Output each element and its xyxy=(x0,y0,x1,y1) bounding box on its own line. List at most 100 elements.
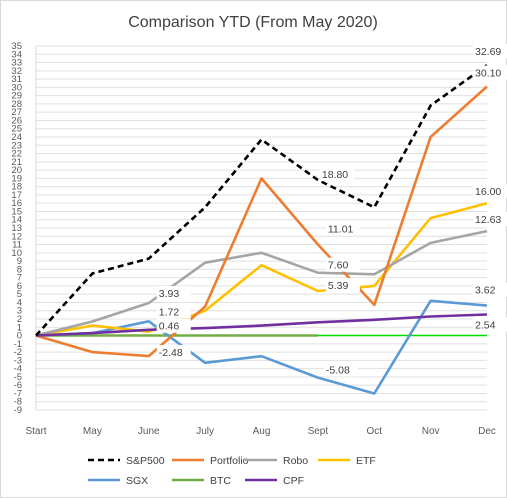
data-label-bg xyxy=(473,317,507,332)
x-tick-label: Start xyxy=(25,426,46,437)
data-label-bg xyxy=(156,318,191,333)
data-label-bg xyxy=(156,286,191,301)
y-tick-label: 2 xyxy=(17,314,22,325)
data-labels: 18.80 32.69 11.01 30.10 -2.48 7.60 12.63 3.93 5.… xyxy=(156,44,507,377)
y-tick-label: 26 xyxy=(11,115,22,126)
chart-title: Comparison YTD (From May 2020) xyxy=(128,14,378,31)
data-label: 3.62 xyxy=(475,285,496,297)
y-tick-label: 17 xyxy=(11,190,22,201)
data-label-bg xyxy=(156,345,191,360)
data-label-bg xyxy=(473,282,507,297)
data-label: 32.69 xyxy=(475,46,501,58)
y-tick-label: 5 xyxy=(17,289,22,300)
y-tick-label: 32 xyxy=(11,66,22,77)
y-tick-label: -3 xyxy=(14,355,22,366)
y-tick-label: 20 xyxy=(11,165,22,176)
legend: S&P500 Portfolio Robo ETF SGX BTC CPF xyxy=(88,455,376,487)
y-tick-label: 21 xyxy=(11,157,22,168)
data-label-bg xyxy=(473,44,507,59)
x-tick-label: July xyxy=(196,426,214,437)
legend-label: S&P500 xyxy=(126,455,165,467)
y-tick-label: 30 xyxy=(11,82,22,93)
x-tick-label: Aug xyxy=(253,426,271,437)
x-tick-label: Sept xyxy=(308,426,329,437)
y-tick-label: 31 xyxy=(11,74,22,85)
y-tick-label: 9 xyxy=(17,256,22,267)
x-tick-label: Dec xyxy=(478,426,496,437)
y-tick-label: 27 xyxy=(11,107,22,118)
y-tick-label: -6 xyxy=(14,380,22,391)
data-label: 2.54 xyxy=(475,320,496,332)
y-tick-label: -8 xyxy=(14,397,22,408)
y-tick-label: 4 xyxy=(17,297,22,308)
y-tick-label: 24 xyxy=(11,132,22,143)
data-label: 5.39 xyxy=(328,280,349,292)
data-label-bg xyxy=(325,257,360,272)
data-label: 3.93 xyxy=(159,288,180,300)
y-tick-label: 15 xyxy=(11,206,22,217)
y-tick-label: 22 xyxy=(11,149,22,160)
data-label: 11.01 xyxy=(328,223,354,235)
data-label-bg xyxy=(325,277,360,292)
y-tick-label: 16 xyxy=(11,198,22,209)
data-label: 30.10 xyxy=(475,68,501,80)
y-tick-label: -9 xyxy=(14,405,22,416)
series-line-cpf xyxy=(35,313,488,337)
series-line-s-p500 xyxy=(35,64,488,337)
series-lines xyxy=(35,64,488,395)
y-tick-label: 19 xyxy=(11,173,22,184)
x-tick-label: Oct xyxy=(366,426,382,437)
series-line-etf xyxy=(35,201,488,337)
gridlines xyxy=(35,45,487,411)
data-label: 1.72 xyxy=(159,306,180,318)
y-tick-label: -2 xyxy=(14,347,22,358)
data-label-bg xyxy=(325,221,360,236)
legend-label: SGX xyxy=(126,475,148,487)
y-tick-label: 13 xyxy=(11,223,22,234)
y-tick-label: 14 xyxy=(11,215,22,226)
y-tick-label: 1 xyxy=(17,322,22,333)
y-tick-label: 23 xyxy=(11,140,22,151)
data-label-bg xyxy=(473,212,507,227)
legend-label: Robo xyxy=(283,455,308,467)
data-label-bg xyxy=(319,167,354,182)
y-tick-label: -4 xyxy=(14,364,22,375)
data-label: 18.80 xyxy=(322,169,348,181)
series-line-portfolio xyxy=(35,85,488,358)
legend-label: ETF xyxy=(356,455,376,467)
y-tick-label: -7 xyxy=(14,388,22,399)
data-label: 7.60 xyxy=(328,260,349,272)
x-tick-label: May xyxy=(83,426,102,437)
y-tick-label: 11 xyxy=(12,240,22,251)
y-tick-label: 7 xyxy=(17,273,22,284)
data-label-bg xyxy=(473,65,507,80)
x-tick-label: June xyxy=(138,426,160,437)
y-tick-label: 29 xyxy=(11,91,22,102)
y-tick-label: 6 xyxy=(17,281,22,292)
legend-label: BTC xyxy=(210,475,231,487)
legend-label: Portfolio xyxy=(210,455,249,467)
y-tick-label: 8 xyxy=(17,264,22,275)
x-axis: Start May June July Aug Sept Oct Nov Dec xyxy=(25,426,495,437)
data-label: 16.00 xyxy=(475,186,501,198)
y-tick-label: -1 xyxy=(14,339,22,350)
y-tick-label: 0 xyxy=(17,331,22,342)
y-tick-label: 18 xyxy=(11,182,22,193)
y-tick-label: 28 xyxy=(11,99,22,110)
y-tick-label: 10 xyxy=(11,248,22,259)
data-label-bg xyxy=(323,362,358,377)
legend-label: CPF xyxy=(283,475,304,487)
x-tick-label: Nov xyxy=(422,426,440,437)
y-tick-label: 35 xyxy=(11,41,22,52)
y-tick-label: 25 xyxy=(11,124,22,135)
data-label: 12.63 xyxy=(475,214,501,226)
series-line-robo xyxy=(35,229,488,337)
y-tick-label: 3 xyxy=(17,306,22,317)
data-label-bg xyxy=(473,184,507,199)
y-tick-label: 34 xyxy=(11,49,22,60)
y-axis: 3534333231302928272625242322212019181716… xyxy=(11,41,22,416)
series-line-sgx xyxy=(35,299,488,395)
